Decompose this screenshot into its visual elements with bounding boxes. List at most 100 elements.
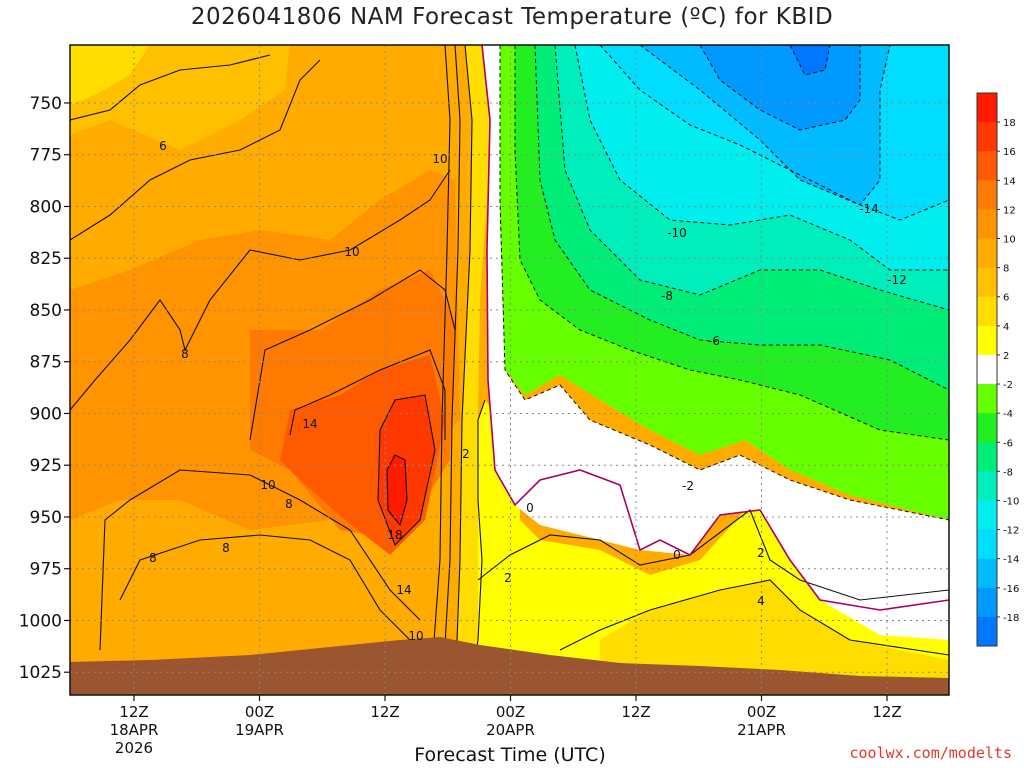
- contour-label: 14: [396, 583, 411, 597]
- colorbar-swatch: [977, 267, 997, 298]
- x-tick-label: 12Z: [119, 703, 148, 721]
- contour-label: 18: [387, 528, 402, 542]
- colorbar-label: -14: [1003, 555, 1019, 566]
- colorbar-label: -16: [1003, 584, 1019, 595]
- contour-labels: 6 8 10 10 14 10 8 8 8 18 14 10 2 0 2 0 2 4 -2 -6 -8 -10 -12 -14: [149, 139, 907, 643]
- colorbar-label: -8: [1003, 467, 1013, 478]
- contour-label: 8: [181, 347, 189, 361]
- colorbar-swatch: [977, 471, 997, 501]
- colorbar-swatch: [977, 558, 997, 589]
- x-tick-label: 12Z: [370, 703, 399, 721]
- colorbar-swatch: [977, 325, 997, 356]
- colorbar-label: 10: [1003, 235, 1016, 246]
- y-tick-label: 825: [30, 249, 62, 269]
- contour-label: -6: [708, 334, 720, 348]
- colorbar-swatch: [977, 616, 997, 647]
- colorbar-label: -4: [1003, 409, 1013, 420]
- colorbar-swatch: [977, 93, 997, 123]
- contour-label: 2: [757, 546, 765, 560]
- colorbar-swatch: [977, 587, 997, 618]
- contour-label: 14: [302, 417, 317, 431]
- colorbar-label: -10: [1003, 496, 1019, 507]
- contour-label: -2: [682, 479, 694, 493]
- contour-label: 10: [408, 629, 423, 643]
- y-tick-label: 900: [30, 404, 62, 424]
- colorbar-swatch: [977, 296, 997, 327]
- warm-contours: [70, 45, 949, 695]
- contour-label: 10: [432, 152, 447, 166]
- contour-label: 8: [285, 497, 293, 511]
- x-tick-label: 12Z: [872, 703, 901, 721]
- colorbar-label: 6: [1003, 293, 1009, 304]
- credit-text: coolwx.com/modelts: [849, 744, 1012, 762]
- contour-label: -8: [661, 289, 673, 303]
- field-18-plus: [387, 455, 407, 525]
- contour-label: 6: [159, 139, 167, 153]
- y-tick-label: 1000: [19, 611, 62, 631]
- colorbar-swatch: [977, 529, 997, 560]
- colorbar-label: 2: [1003, 351, 1009, 362]
- contour-label: 4: [757, 594, 765, 608]
- colorbar-label: -12: [1003, 526, 1019, 537]
- y-tick-label: 925: [30, 456, 62, 476]
- y-tick-label: 775: [30, 146, 62, 166]
- field-2-4: [478, 400, 949, 695]
- colorbar-label: 4: [1003, 322, 1009, 333]
- contour-label: 2: [462, 447, 470, 461]
- plot-frame: [69, 44, 950, 696]
- contour-label: -10: [667, 226, 687, 240]
- colorbar: 18 16 14 12 10 8 6 4 2 -2 -4 -6 -8 -10 -12 -14 -16 -18: [976, 92, 1019, 647]
- colorbar-swatch: [977, 413, 997, 443]
- colorbar-swatch: [977, 384, 997, 414]
- y-tick-label: 850: [30, 301, 62, 321]
- y-tick-label: 975: [30, 560, 62, 580]
- colorbar-frame: [976, 92, 998, 647]
- contour-label: -14: [859, 202, 879, 216]
- colorbar-label: -6: [1003, 438, 1013, 449]
- colorbar-label: -2: [1003, 380, 1013, 391]
- y-tick-label: 750: [30, 94, 62, 114]
- colorbar-label: 14: [1003, 176, 1016, 187]
- colorbar-swatch: [977, 151, 997, 181]
- colorbar-label: 8: [1003, 264, 1009, 275]
- field-4-6: [70, 45, 150, 105]
- colorbar-swatch: [977, 354, 997, 385]
- contour-label: 10: [260, 478, 275, 492]
- zero-contour: [481, 45, 949, 611]
- contour-label: 8: [222, 541, 230, 555]
- colorbar-label: 16: [1003, 147, 1016, 158]
- x-tick-label: 19APR: [235, 721, 284, 739]
- chart-title: 2026041806 NAM Forecast Temperature (ºC)…: [190, 4, 834, 30]
- colorbar-swatch: [977, 180, 997, 210]
- y-tick-label: 1025: [19, 663, 62, 683]
- contour-label: 8: [149, 551, 157, 565]
- contour-label: -12: [887, 273, 907, 287]
- temperature-field: [70, 45, 949, 695]
- x-tick-label: 12Z: [621, 703, 650, 721]
- colorbar-swatch: [977, 500, 997, 531]
- colorbar-swatch: [977, 238, 997, 269]
- y-tick-label: 950: [30, 508, 62, 528]
- x-tick-label: 18APR: [110, 721, 159, 739]
- field-2-4-transition: [455, 45, 500, 695]
- grid: [70, 45, 949, 695]
- x-tick-label: 20APR: [486, 721, 535, 739]
- x-tick-label: 00Z: [496, 703, 525, 721]
- cold-contours: [499, 45, 949, 521]
- colorbar-label: 18: [1003, 118, 1016, 129]
- contour-label: 0: [526, 501, 534, 515]
- terrain: [70, 637, 949, 695]
- contour-label: 2: [504, 571, 512, 585]
- colorbar-label: 12: [1003, 205, 1016, 216]
- contour-label: 0: [673, 548, 681, 562]
- colorbar-label: -18: [1003, 613, 1019, 624]
- y-axis: 750 775 800 825 850 875 900 925 950 975 1000 1025: [19, 94, 70, 683]
- x-tick-label: 00Z: [747, 703, 776, 721]
- colorbar-swatch: [977, 122, 997, 152]
- x-axis-label: Forecast Time (UTC): [414, 744, 606, 766]
- x-tick-label: 21APR: [737, 721, 786, 739]
- field-m18-below: [790, 45, 830, 75]
- field-0: [482, 45, 949, 640]
